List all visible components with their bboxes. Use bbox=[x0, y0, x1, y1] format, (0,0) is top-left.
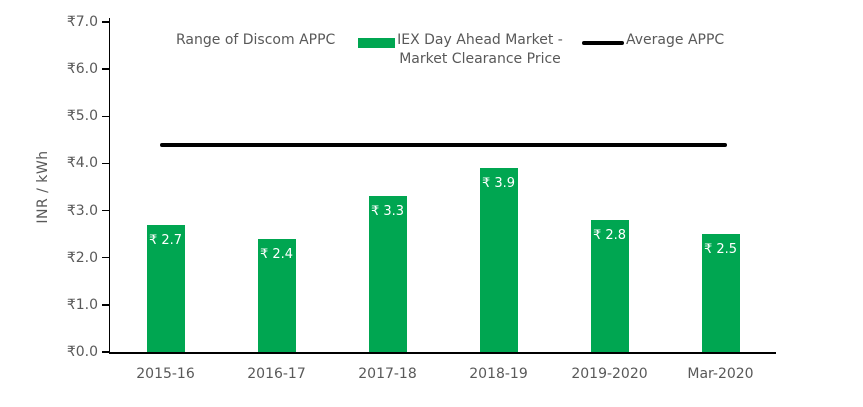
bar bbox=[479, 168, 518, 352]
bar-value-label: ₹ 2.4 bbox=[259, 246, 294, 262]
bar bbox=[257, 238, 296, 352]
y-axis-tick bbox=[101, 209, 109, 212]
green-bar-swatch-icon bbox=[358, 38, 395, 48]
bar bbox=[590, 220, 629, 352]
legend-item-iex-day-ahead-market: IEX Day Ahead Market - Market Clearance … bbox=[394, 31, 566, 69]
x-tick-label: 2019-2020 bbox=[571, 366, 648, 382]
x-tick-label: 2017-18 bbox=[358, 366, 417, 382]
y-axis-title: INR / kWh bbox=[35, 150, 51, 224]
y-tick-label: ₹4.0 bbox=[66, 155, 98, 172]
bar-value-label: ₹ 3.3 bbox=[370, 204, 405, 220]
y-axis-tick bbox=[101, 115, 109, 118]
black-line-swatch-icon bbox=[582, 41, 624, 45]
x-tick-label: 2015-16 bbox=[136, 366, 195, 382]
y-axis-tick bbox=[101, 351, 109, 353]
bar-value-label: ₹ 2.5 bbox=[703, 242, 738, 258]
y-axis-tick bbox=[101, 21, 109, 23]
bar-value-label: ₹ 2.7 bbox=[148, 232, 183, 248]
legend-iex-line2: Market Clearance Price bbox=[399, 51, 561, 67]
legend-item-average-appc: Average APPC bbox=[626, 32, 725, 48]
bar-value-label: ₹ 2.8 bbox=[592, 228, 627, 243]
bar bbox=[701, 234, 740, 352]
y-tick-label: ₹3.0 bbox=[66, 202, 98, 219]
y-axis-line bbox=[108, 18, 110, 353]
y-tick-label: ₹7.0 bbox=[66, 14, 98, 30]
x-tick-label: Mar-2020 bbox=[687, 366, 754, 382]
x-tick-label: 2016-17 bbox=[247, 366, 306, 382]
legend-iex-line1: IEX Day Ahead Market - bbox=[397, 32, 563, 48]
y-axis-tick bbox=[101, 304, 109, 306]
x-tick-label: 2018-19 bbox=[469, 366, 528, 382]
y-tick-label: ₹5.0 bbox=[66, 108, 98, 125]
y-tick-label: ₹0.0 bbox=[66, 344, 98, 360]
bar bbox=[146, 224, 185, 352]
legend-item-range-of-discom-appc: Range of Discom APPC bbox=[176, 32, 336, 48]
average-appc-line bbox=[159, 142, 727, 147]
y-tick-label: ₹6.0 bbox=[66, 61, 98, 78]
y-tick-label: ₹1.0 bbox=[66, 296, 98, 313]
y-axis-tick bbox=[101, 68, 109, 70]
y-axis-tick bbox=[101, 162, 109, 165]
y-tick-label: ₹2.0 bbox=[66, 249, 98, 266]
bar bbox=[368, 196, 407, 352]
y-axis-tick bbox=[101, 256, 109, 259]
x-axis-line bbox=[108, 352, 776, 354]
bar-value-label: ₹ 3.9 bbox=[481, 176, 516, 192]
